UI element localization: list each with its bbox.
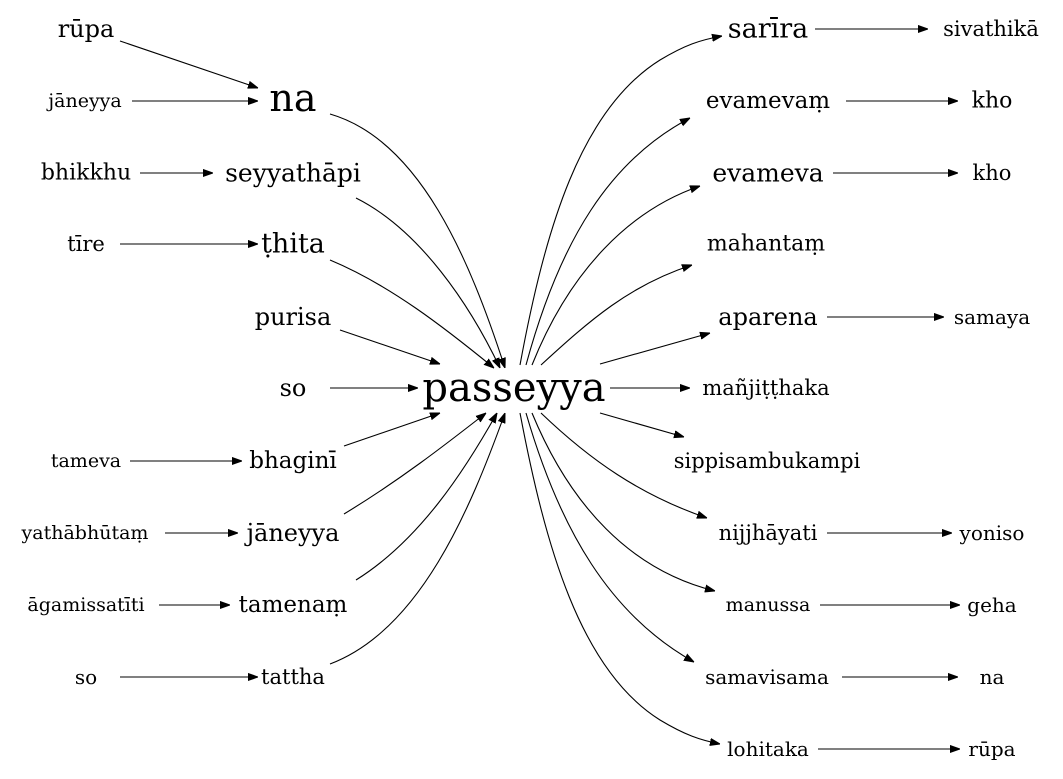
edge-passeyya-manussa bbox=[531, 412, 715, 591]
node-evamevam: evamevaṃ bbox=[706, 88, 830, 114]
node-evameva: evameva bbox=[712, 159, 823, 188]
edge-passeyya-mahantam bbox=[540, 265, 692, 366]
edge-passeyya-sarira bbox=[519, 36, 722, 366]
node-tire: tīre bbox=[67, 232, 105, 256]
node-tameva: tameva bbox=[51, 450, 121, 472]
edge-passeyya-sippi bbox=[599, 412, 684, 437]
node-sivathika: sivathikā bbox=[943, 17, 1039, 41]
edge-na-passeyya bbox=[329, 113, 505, 368]
node-bhikkhu: bhikkhu bbox=[41, 161, 131, 186]
node-kho-1: kho bbox=[972, 89, 1013, 114]
node-mahantam: mahantaṃ bbox=[707, 232, 825, 257]
edge-tattha-passeyya bbox=[329, 413, 506, 665]
edges-layer bbox=[119, 29, 960, 749]
node-tattha: tattha bbox=[261, 665, 325, 689]
labels-layer: rūpa jāneyya bhikkhu tīre tameva yathābh… bbox=[21, 14, 1039, 762]
edge-janeyya-c-passeyya bbox=[343, 413, 486, 515]
node-yoniso: yoniso bbox=[959, 521, 1025, 545]
node-geha: geha bbox=[967, 593, 1017, 617]
edge-passeyya-lohitaka bbox=[519, 412, 720, 744]
node-so-left: so bbox=[75, 665, 97, 689]
node-samavisama: samavisama bbox=[705, 665, 829, 689]
edge-passeyya-aparena bbox=[599, 333, 710, 365]
node-na-right: na bbox=[980, 665, 1005, 689]
node-janeyya-center: jāneyya bbox=[244, 519, 340, 547]
node-so-center: so bbox=[280, 374, 307, 402]
node-sippisambukampi: sippisambukampi bbox=[674, 449, 861, 473]
edge-passeyya-evamevam bbox=[525, 118, 690, 366]
edge-tamenam-passeyya bbox=[355, 413, 497, 581]
edge-seyyathapi-passeyya bbox=[355, 197, 500, 368]
node-nijjhayati: nijjhāyati bbox=[719, 521, 818, 545]
node-kho-2: kho bbox=[973, 161, 1012, 185]
node-manjitthaka: mañjiṭṭhaka bbox=[702, 376, 829, 400]
node-seyyathapi: seyyathāpi bbox=[225, 159, 361, 188]
node-rupa-right: rūpa bbox=[968, 737, 1015, 761]
edge-purisa-passeyya bbox=[339, 329, 440, 364]
node-sarira: sarīra bbox=[728, 14, 809, 45]
node-yathabhutam: yathābhūtaṃ bbox=[21, 522, 149, 544]
edge-thita-passeyya bbox=[329, 259, 494, 368]
node-aparena: aparena bbox=[718, 303, 817, 331]
edge-passeyya-evameva bbox=[531, 186, 700, 366]
edge-bhagini-passeyya bbox=[343, 413, 440, 447]
node-bhagini: bhaginī bbox=[249, 448, 337, 474]
node-manussa: manussa bbox=[726, 594, 811, 616]
node-thita: ṭhita bbox=[261, 229, 325, 260]
edge-passeyya-nijjhayati bbox=[540, 412, 707, 518]
node-tamenam: tamenaṃ bbox=[239, 592, 348, 618]
edge-passeyya-samavisama bbox=[525, 412, 694, 662]
edge-rupa-na bbox=[119, 40, 258, 88]
node-na-center: na bbox=[269, 76, 316, 120]
node-rupa-left: rūpa bbox=[58, 15, 115, 43]
node-samaya: samaya bbox=[954, 305, 1030, 329]
node-passeyya: passeyya bbox=[422, 365, 605, 411]
node-janeyya-left: jāneyya bbox=[46, 90, 122, 112]
node-agamissatiti: āgamissatīti bbox=[27, 594, 144, 616]
node-lohitaka: lohitaka bbox=[727, 737, 809, 761]
node-purisa: purisa bbox=[255, 303, 332, 331]
